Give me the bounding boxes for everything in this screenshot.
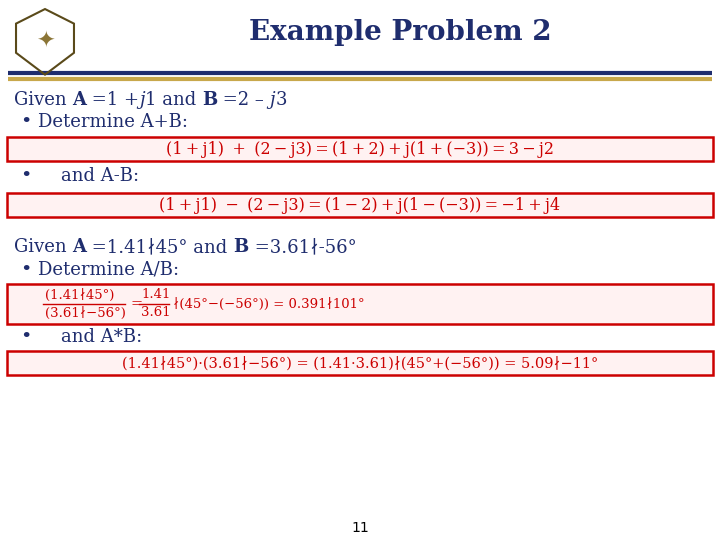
Text: (1 + j1)  +  (2 − j3) = (1 + 2) + j(1 + (−3)) = 3 − j2: (1 + j1) + (2 − j3) = (1 + 2) + j(1 + (−…	[166, 140, 554, 158]
Text: B: B	[233, 238, 248, 256]
Text: 3.61: 3.61	[141, 307, 171, 320]
Text: ∤(45°−(−56°)) = 0.391∤101°: ∤(45°−(−56°)) = 0.391∤101°	[173, 298, 364, 310]
Text: 3: 3	[275, 91, 287, 109]
Text: (1.41∤45°): (1.41∤45°)	[45, 288, 114, 301]
FancyBboxPatch shape	[7, 137, 713, 161]
Text: (1 + j1)  −  (2 − j3) = (1 − 2) + j(1 − (−3)) = −1 + j4: (1 + j1) − (2 − j3) = (1 − 2) + j(1 − (−…	[159, 197, 561, 213]
Text: Given: Given	[14, 91, 73, 109]
Text: (1.41∤45°)·(3.61∤−56°) = (1.41·3.61)∤(45°+(−56°)) = 5.09∤−11°: (1.41∤45°)·(3.61∤−56°) = (1.41·3.61)∤(45…	[122, 356, 598, 370]
Text: =: =	[131, 297, 143, 311]
Text: =2 –: =2 –	[217, 91, 270, 109]
Text: Example Problem 2: Example Problem 2	[248, 19, 552, 46]
Text: j: j	[270, 91, 275, 109]
Text: j: j	[140, 91, 145, 109]
Text: •: •	[20, 328, 32, 346]
Text: B: B	[202, 91, 217, 109]
Text: and A*B:: and A*B:	[38, 328, 143, 346]
Text: 1.41: 1.41	[141, 288, 171, 301]
FancyBboxPatch shape	[7, 351, 713, 375]
Text: •: •	[20, 167, 32, 185]
FancyBboxPatch shape	[7, 284, 713, 324]
Text: A: A	[73, 91, 86, 109]
Text: ✦: ✦	[36, 32, 54, 52]
Text: and A-B:: and A-B:	[38, 167, 139, 185]
Text: (3.61∤−56°): (3.61∤−56°)	[45, 307, 126, 320]
FancyBboxPatch shape	[7, 193, 713, 217]
Text: •: •	[20, 261, 32, 279]
Text: •: •	[20, 113, 32, 131]
Text: Given: Given	[14, 238, 73, 256]
Text: A: A	[73, 238, 86, 256]
Text: 11: 11	[351, 521, 369, 535]
Text: =1 +: =1 +	[86, 91, 140, 109]
Text: Determine A+B:: Determine A+B:	[38, 113, 188, 131]
Text: =3.61∤-56°: =3.61∤-56°	[248, 238, 356, 256]
Text: 1 and: 1 and	[145, 91, 202, 109]
Text: =1.41∤45° and: =1.41∤45° and	[86, 238, 233, 256]
Text: Determine A/B:: Determine A/B:	[38, 261, 179, 279]
